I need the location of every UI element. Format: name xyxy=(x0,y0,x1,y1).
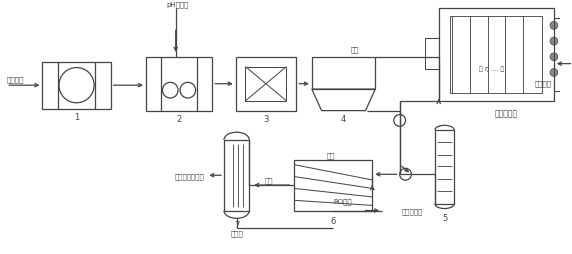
Bar xyxy=(42,62,111,109)
Text: 滤饼外运: 滤饼外运 xyxy=(534,80,551,87)
Text: 浮渣: 浮渣 xyxy=(351,46,360,53)
Text: pH调节剂: pH调节剂 xyxy=(166,2,189,8)
Bar xyxy=(435,131,454,204)
Bar xyxy=(294,160,372,211)
Text: 蒸馏液: 蒸馏液 xyxy=(231,230,243,236)
Text: 染纱废水: 染纱废水 xyxy=(6,76,24,82)
Text: 7: 7 xyxy=(234,220,239,229)
Text: 3: 3 xyxy=(263,115,269,123)
Bar xyxy=(146,58,212,111)
Circle shape xyxy=(550,22,558,30)
Bar xyxy=(312,58,375,90)
Circle shape xyxy=(550,54,558,61)
Bar xyxy=(224,140,249,211)
Text: 废水: 废水 xyxy=(265,177,273,184)
Text: 2: 2 xyxy=(176,115,182,123)
Text: 6: 6 xyxy=(331,216,336,225)
Bar xyxy=(450,17,542,94)
Text: RO产水: RO产水 xyxy=(333,197,352,204)
Text: 4: 4 xyxy=(341,115,346,123)
Text: 1: 1 xyxy=(74,113,79,121)
Text: 废水: 废水 xyxy=(327,152,336,158)
Circle shape xyxy=(550,38,558,46)
Text: 板框压滤机: 板框压滤机 xyxy=(495,109,518,118)
Text: （ ζ ‥‥ ）: （ ζ ‥‥ ） xyxy=(479,66,504,72)
Text: 用于生产中: 用于生产中 xyxy=(402,207,423,214)
Bar xyxy=(236,58,296,111)
Bar xyxy=(425,39,439,69)
Text: 5: 5 xyxy=(442,213,447,222)
Text: 无水硫酸钠回收: 无水硫酸钠回收 xyxy=(175,172,205,179)
Circle shape xyxy=(550,69,558,77)
Bar xyxy=(439,9,554,101)
Bar xyxy=(554,19,562,92)
Bar xyxy=(245,67,287,101)
